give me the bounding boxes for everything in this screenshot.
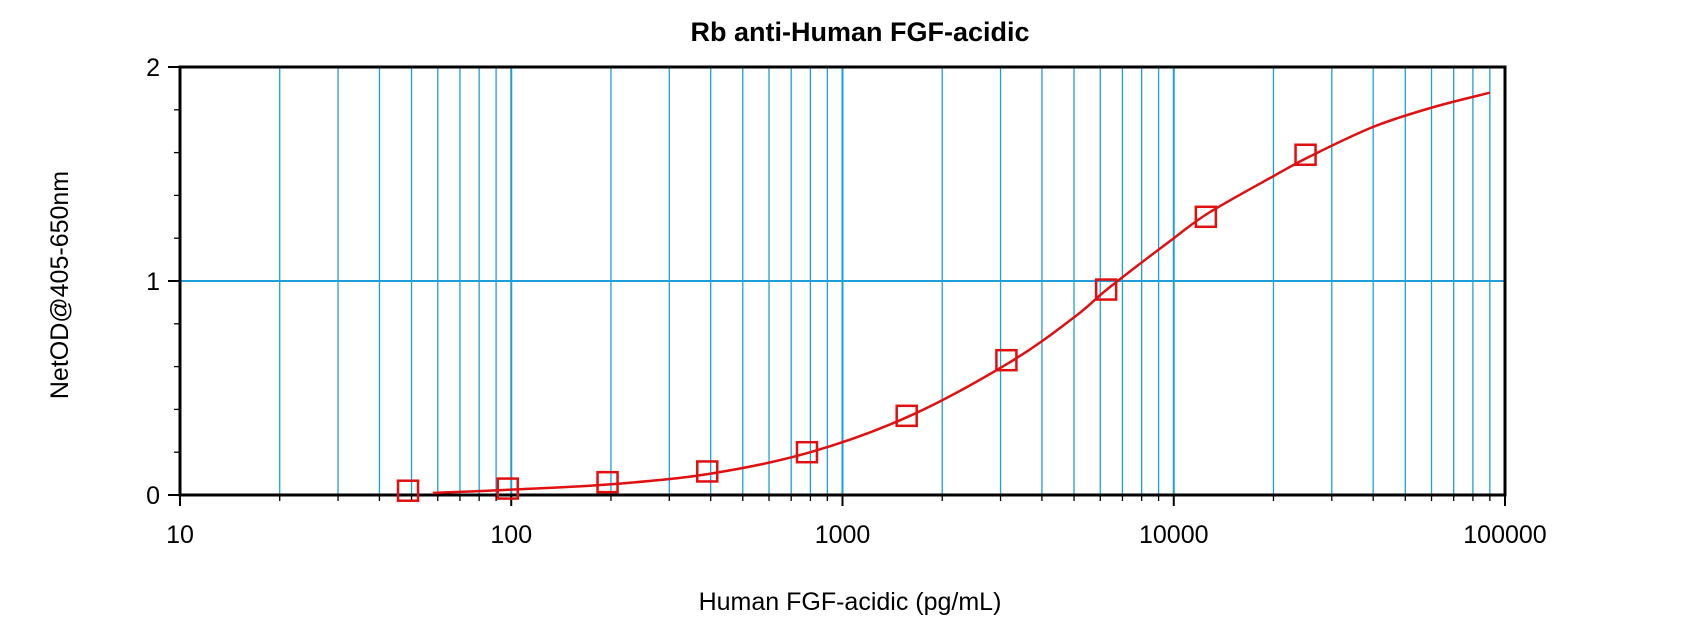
- x-tick-label: 100000: [1463, 521, 1546, 549]
- x-tick-label: 10000: [1139, 521, 1209, 549]
- data-point: [895, 404, 918, 428]
- data-point: [995, 348, 1018, 372]
- data-point: [1094, 278, 1118, 301]
- data-point: [795, 440, 819, 464]
- fit-curve: [432, 91, 1491, 495]
- data-point: [596, 470, 619, 494]
- chart-title: Rb anti-Human FGF-acidic: [690, 17, 1029, 47]
- data-point: [696, 460, 719, 483]
- axis-ticks: 10 100 1000 10000 100000 0 1 2: [146, 54, 1547, 549]
- x-tick-label: 10: [166, 521, 194, 549]
- y-tick-label: 0: [146, 482, 160, 510]
- data-point: [396, 479, 420, 502]
- grid: [180, 67, 1505, 495]
- x-tick-label: 100: [490, 521, 532, 549]
- y-tick-label: 1: [146, 268, 160, 296]
- y-axis-label: NetOD@405-650nm: [46, 171, 74, 399]
- data-point: [1194, 205, 1218, 229]
- data-point: [496, 477, 520, 500]
- x-axis-label: Human FGF-acidic (pg/mL): [699, 588, 1002, 616]
- data-points: [396, 143, 1317, 502]
- y-tick-label: 2: [146, 54, 160, 82]
- data-point: [1294, 143, 1317, 166]
- x-tick-label: 1000: [815, 521, 871, 549]
